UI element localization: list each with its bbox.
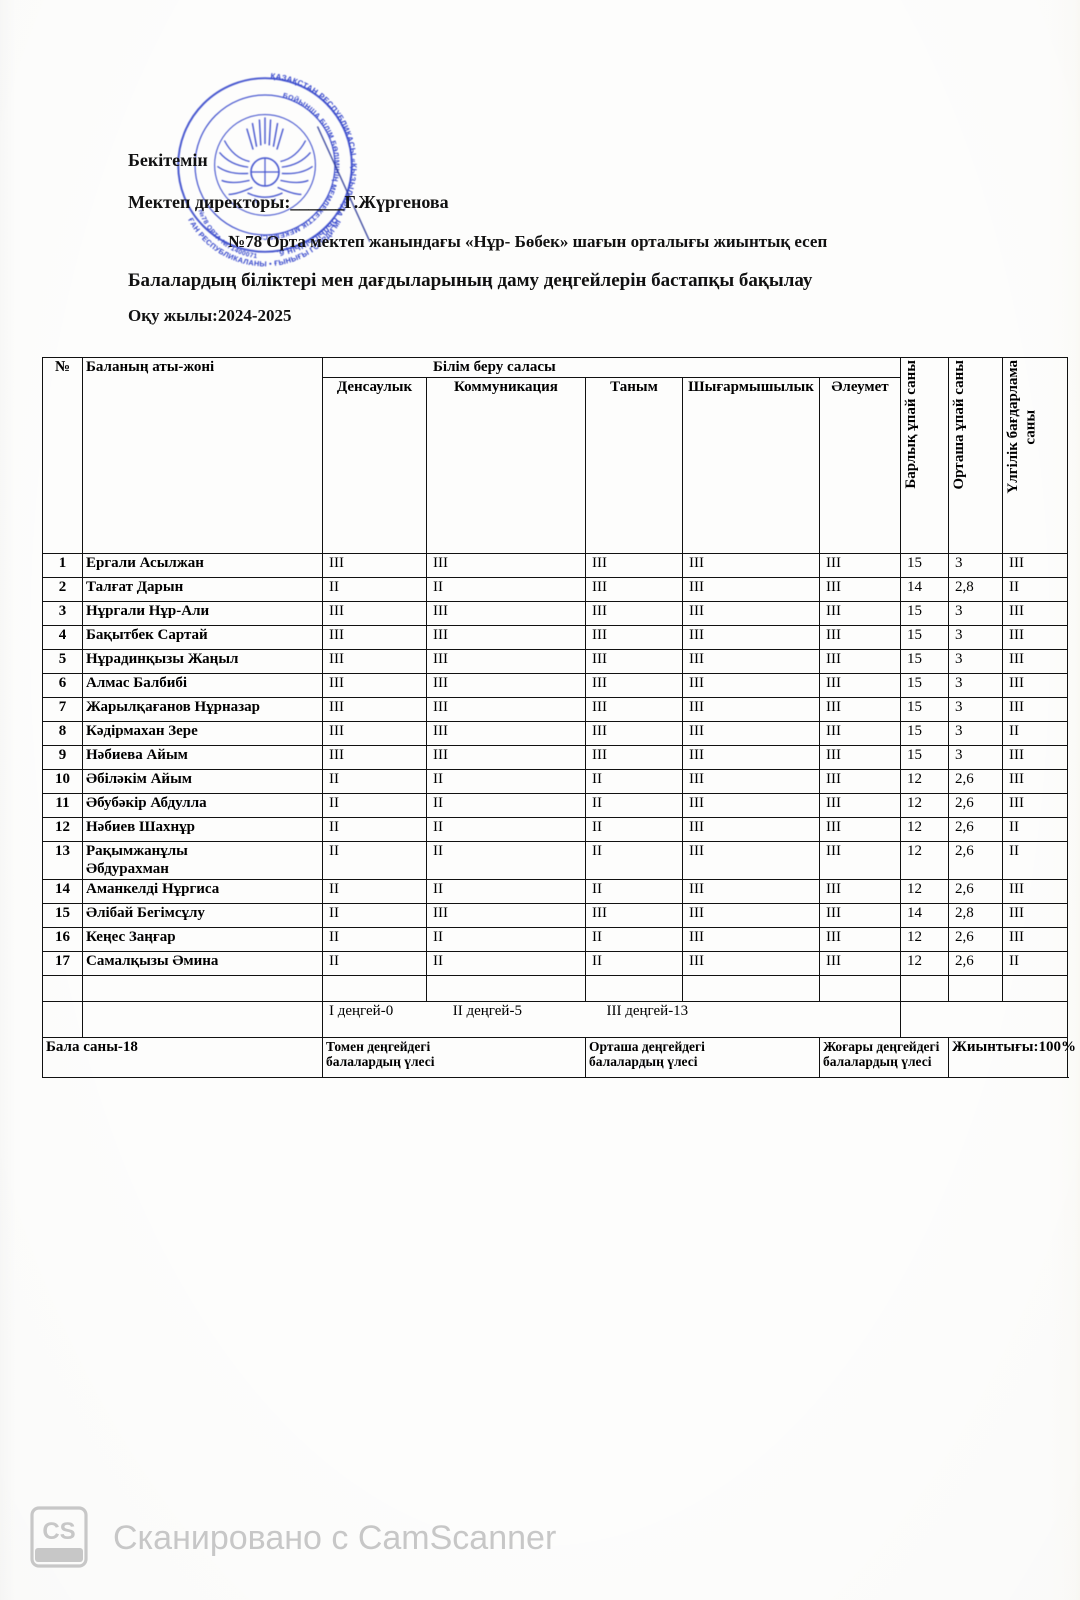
svg-text:CS: CS — [42, 1518, 75, 1545]
